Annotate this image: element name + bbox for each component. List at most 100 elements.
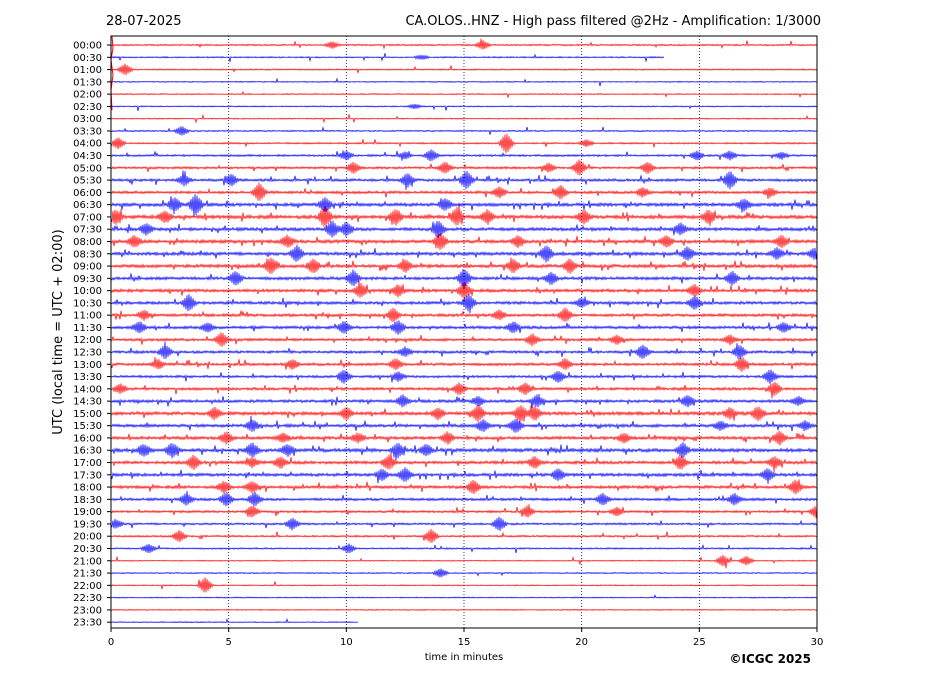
row-label: 04:30 (73, 151, 102, 162)
row-label: 10:30 (73, 298, 102, 309)
row-label: 13:00 (73, 360, 102, 371)
trace-2030 (110, 543, 818, 554)
row-label: 01:00 (73, 65, 102, 76)
trace-0600 (110, 182, 818, 201)
trace-0900 (110, 257, 818, 275)
trace-0230 (110, 103, 818, 111)
row-label: 16:00 (73, 433, 102, 444)
row-label: 03:30 (73, 126, 102, 137)
x-tick-label: 10 (340, 637, 353, 648)
row-label: 16:30 (73, 446, 102, 457)
trace-1400 (110, 381, 818, 399)
trace-1800 (110, 479, 818, 495)
row-label: 08:30 (73, 249, 102, 260)
trace-1600 (110, 430, 818, 446)
row-label: 08:00 (73, 237, 102, 248)
trace-0930 (110, 269, 818, 289)
y-axis-label: UTC (local time = UTC + 02:00) (51, 229, 66, 434)
row-label: 01:30 (73, 77, 102, 88)
trace-1500 (110, 404, 818, 424)
row-label: 13:30 (73, 372, 102, 383)
trace-0200 (110, 90, 818, 99)
plot-frame (110, 35, 818, 629)
trace-1430 (110, 393, 818, 408)
row-label: 02:00 (73, 90, 102, 101)
trace-rows (110, 35, 818, 624)
trace-0030 (110, 53, 665, 62)
trace-0100 (110, 63, 818, 76)
row-label: 05:30 (73, 176, 102, 187)
date-label: 28-07-2025 (106, 14, 182, 29)
trace-2300 (110, 608, 818, 612)
trace-2100 (110, 554, 818, 569)
row-label: 21:30 (73, 569, 102, 580)
row-label: 23:30 (73, 618, 102, 629)
x-axis-label: time in minutes (425, 652, 504, 663)
row-label: 07:00 (73, 212, 102, 223)
row-label: 14:00 (73, 384, 102, 395)
row-label: 19:30 (73, 519, 102, 530)
trace-0300 (110, 113, 818, 124)
row-label: 17:30 (73, 470, 102, 481)
trace-1230 (110, 341, 818, 360)
row-label: 00:00 (73, 41, 102, 52)
row-label: 06:30 (73, 200, 102, 211)
row-label: 15:30 (73, 421, 102, 432)
row-label: 21:00 (73, 556, 102, 567)
row-label: 14:30 (73, 397, 102, 408)
row-label: 04:00 (73, 139, 102, 150)
x-tick-label: 5 (225, 637, 231, 648)
row-label: 06:00 (73, 188, 102, 199)
trace-0730 (110, 220, 818, 239)
x-axis-ticks: 0 5 10 15 20 25 30 (108, 628, 824, 648)
row-label: 18:00 (73, 483, 102, 494)
row-label: 17:00 (73, 458, 102, 469)
trace-1000 (110, 280, 818, 300)
x-tick-label: 30 (811, 637, 824, 648)
trace-1900 (110, 504, 818, 519)
trace-0430 (110, 149, 818, 162)
trace-1630 (110, 442, 818, 461)
x-tick-label: 15 (458, 637, 471, 648)
trace-0700 (110, 204, 818, 228)
trace-0400 (110, 133, 818, 154)
row-label: 02:30 (73, 102, 102, 113)
row-label: 20:30 (73, 544, 102, 555)
trace-0500 (110, 159, 818, 176)
trace-1330 (110, 369, 818, 385)
row-label: 09:00 (73, 262, 102, 273)
row-label: 09:30 (73, 274, 102, 285)
x-tick-label: 25 (693, 637, 706, 648)
trace-1930 (110, 516, 818, 532)
trace-0630 (110, 194, 818, 217)
row-label: 12:00 (73, 335, 102, 346)
row-label: 22:30 (73, 593, 102, 604)
trace-1830 (110, 490, 818, 507)
trace-0130 (110, 77, 818, 87)
row-label: 11:30 (73, 323, 102, 334)
chart-title: CA.OLOS..HNZ - High pass filtered @2Hz -… (405, 14, 821, 29)
x-tick-label: 0 (108, 637, 114, 648)
trace-1130 (110, 320, 818, 335)
x-tick-label: 20 (575, 637, 588, 648)
row-label: 22:00 (73, 581, 102, 592)
row-label: 07:30 (73, 225, 102, 236)
trace-1700 (110, 452, 818, 473)
trace-1200 (110, 332, 818, 347)
row-label: 00:30 (73, 53, 102, 64)
trace-1030 (110, 294, 818, 314)
trace-0830 (110, 244, 818, 263)
row-label: 20:00 (73, 532, 102, 543)
trace-0000 (110, 38, 818, 50)
vertical-grid (228, 36, 700, 628)
trace-1300 (110, 356, 818, 372)
row-label: 12:30 (73, 348, 102, 359)
trace-1100 (110, 307, 818, 323)
trace-1530 (110, 415, 818, 433)
row-label: 19:00 (73, 507, 102, 518)
row-label: 18:30 (73, 495, 102, 506)
row-label: 11:00 (73, 311, 102, 322)
trace-2000 (110, 528, 818, 543)
trace-2230 (110, 594, 818, 599)
